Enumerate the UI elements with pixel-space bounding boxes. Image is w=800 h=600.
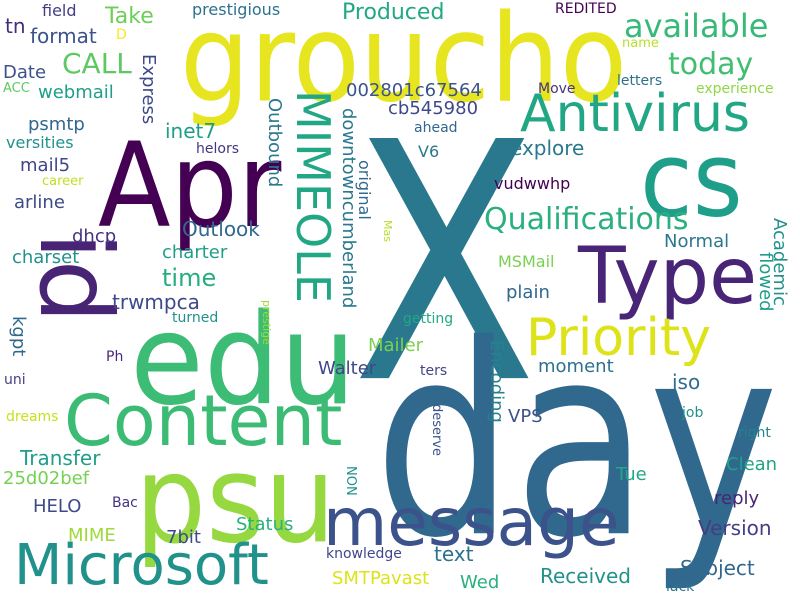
word-plain: plain (506, 282, 550, 303)
word-take: Take (105, 4, 154, 29)
word-produced: Produced (342, 0, 445, 25)
word-helors: helors (196, 141, 239, 157)
word-redited: REDITED (555, 1, 617, 17)
word-call: CALL (62, 47, 132, 80)
word-message: message (323, 484, 620, 561)
word-v6: V6 (418, 142, 440, 161)
word-ph: Ph (106, 349, 124, 365)
word-explore: explore (510, 136, 585, 160)
word-knowledge: knowledge (326, 546, 402, 562)
word-trwmpca: trwmpca (112, 290, 200, 314)
word-mime: MIME (68, 525, 116, 546)
word-mail5: mail5 (20, 155, 71, 176)
word-outlook: Outlook (182, 217, 260, 241)
word-normal: Normal (664, 231, 730, 252)
word-cs: cs (640, 119, 743, 241)
word-vudwwhp: vudwwhp (494, 174, 571, 193)
word-priority: Priority (526, 308, 712, 368)
word-turned: turned (172, 310, 219, 326)
word-inet7: inet7 (165, 119, 217, 143)
word-microsoft: Microsoft (14, 533, 269, 598)
word-tn: tn (5, 14, 26, 38)
word-type: Type (578, 232, 758, 322)
word-antivirus: Antivirus (520, 84, 751, 144)
word-7bit: 7bit (166, 527, 201, 548)
word-today: today (668, 47, 754, 82)
word-flowed: flowed (755, 252, 776, 312)
word-field: field (42, 1, 77, 20)
word-002801c67564: 002801c67564 (346, 80, 482, 101)
word-qualifications: Qualifications (484, 202, 689, 237)
word-ahead: ahead (414, 120, 458, 136)
word-webmail: webmail (38, 82, 114, 103)
word-d: D (116, 27, 127, 43)
word-dreams: dreams (6, 409, 59, 425)
word-groucho: groucho (180, 0, 628, 129)
word-acc: ACC (3, 81, 30, 96)
word-kgpt: kgpt (8, 316, 29, 357)
word-dhcp: dhcp (72, 226, 117, 247)
word-smtpavast: SMTPavast (332, 568, 430, 589)
word-getting: getting (403, 311, 454, 327)
word-time: time (162, 264, 217, 292)
word-outbound: Outbound (264, 98, 285, 188)
word-version: Version (698, 516, 772, 540)
word-text: text (434, 542, 474, 566)
word-status: Status (236, 514, 294, 535)
word-deserve: deserve (429, 404, 444, 457)
word-name: name (622, 36, 659, 51)
word-helo: HELO (33, 496, 82, 517)
word-apr: Apr (98, 118, 282, 254)
word-msmail: MSMail (498, 252, 555, 271)
word-available: available (624, 7, 769, 45)
word-received: Received (540, 564, 631, 588)
word-wed: Wed (460, 572, 500, 593)
word-content: Content (64, 380, 343, 462)
word-date: Date (3, 62, 47, 83)
word-iso: iso (672, 370, 701, 394)
word-x: X (352, 71, 537, 457)
word-non: NON (343, 466, 358, 496)
word-move: Move (538, 81, 576, 97)
word-experience: experience (696, 81, 774, 97)
word-charter: charter (162, 242, 228, 263)
word-edu: edu (130, 287, 357, 434)
word-mailer: Mailer (368, 335, 424, 356)
word-25d02bef: 25d02bef (3, 468, 90, 489)
word-ters: ters (420, 363, 448, 379)
word-charset: charset (12, 247, 80, 268)
word-psu: psu (135, 430, 336, 571)
word-tue: Tue (616, 464, 647, 485)
word-vps: VPS (508, 406, 543, 427)
word-format: format (30, 24, 97, 48)
word-lack: lack (666, 579, 695, 595)
word-express: Express (138, 54, 159, 125)
word-transfer: Transfer (20, 446, 101, 470)
word-job: job (682, 405, 704, 421)
word-arline: arline (14, 192, 65, 213)
word-reply: reply (714, 488, 760, 509)
word-prestige: prestige (260, 300, 273, 345)
word-original: original (355, 160, 374, 220)
word-cb545980: cb545980 (388, 98, 479, 119)
word-right: right (738, 425, 771, 441)
word-bac: Bac (112, 495, 138, 511)
word-walter: Walter (318, 358, 377, 379)
word-psmtp: psmtp (28, 114, 85, 135)
word-day: day (374, 288, 779, 596)
word-career: career (42, 174, 84, 189)
word-subject: Subject (680, 556, 755, 580)
word-mas: Mas (381, 220, 394, 242)
word-letters: letters (617, 73, 663, 89)
word-uni: uni (4, 372, 26, 388)
word-clean: Clean (726, 454, 778, 475)
word-mimeole: MIMEOLE (286, 90, 340, 303)
word-versities: versities (6, 133, 74, 152)
word-moment: moment (538, 356, 614, 377)
word-prestigious: prestigious (192, 0, 281, 19)
word-encoding: Encoding (486, 340, 507, 423)
